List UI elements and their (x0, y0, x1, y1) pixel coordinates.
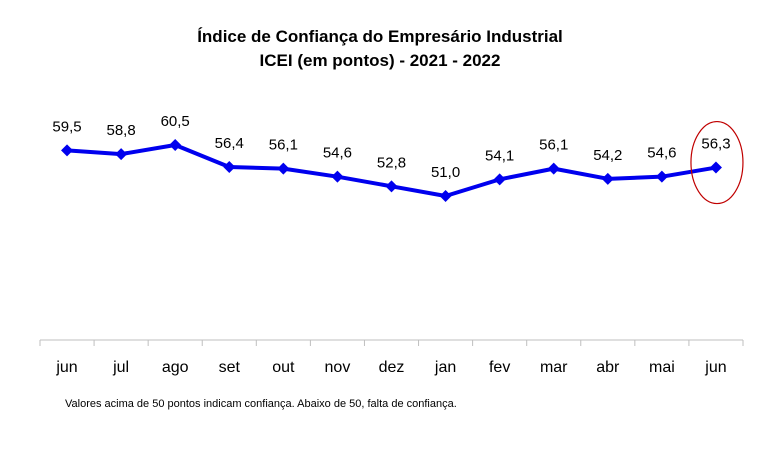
data-point-marker (385, 180, 398, 193)
chart-title: Índice de Confiança do Empresário Indust… (197, 27, 563, 46)
x-tick-label: mai (649, 359, 675, 376)
data-label: 51,0 (431, 164, 460, 181)
x-tick-label: abr (596, 359, 620, 376)
x-tick-label: nov (325, 359, 351, 376)
x-tick-label: set (219, 359, 241, 376)
x-tick-label: mar (540, 359, 568, 376)
x-tick-label: ago (162, 359, 189, 376)
chart-subtitle: ICEI (em pontos) - 2021 - 2022 (260, 51, 501, 70)
data-point-marker (547, 162, 560, 175)
data-point-marker (61, 144, 74, 157)
x-tick-label: jun (55, 359, 77, 376)
data-label: 54,6 (323, 145, 352, 162)
highlight-circle (690, 120, 744, 205)
data-label: 54,6 (647, 145, 676, 162)
data-label: 60,5 (161, 113, 190, 130)
data-label: 54,2 (593, 147, 622, 164)
data-point-marker (601, 172, 614, 185)
x-tick-label: jun (704, 359, 726, 376)
x-tick-label: out (272, 359, 295, 376)
data-label: 56,1 (539, 137, 568, 154)
x-tick-label: jul (112, 359, 129, 376)
x-tick-label: dez (379, 359, 405, 376)
x-tick-label: jan (434, 359, 456, 376)
data-point-marker (277, 162, 290, 175)
x-tick-label: fev (489, 359, 510, 376)
data-label: 56,4 (215, 135, 244, 152)
data-point-marker (655, 170, 668, 183)
data-point-marker (115, 148, 128, 161)
data-point-marker (439, 190, 452, 202)
data-label: 54,1 (485, 147, 514, 164)
data-label: 56,3 (701, 136, 730, 153)
data-point-marker (331, 170, 344, 183)
data-label: 58,8 (107, 122, 136, 139)
data-point-marker (169, 139, 182, 151)
data-point-marker (493, 173, 506, 186)
footnote: Valores acima de 50 pontos indicam confi… (65, 398, 457, 410)
data-point-marker (223, 161, 236, 174)
data-label: 52,8 (377, 154, 406, 171)
data-label: 59,5 (52, 118, 81, 135)
data-label: 56,1 (269, 137, 298, 154)
data-point-marker (709, 161, 722, 174)
